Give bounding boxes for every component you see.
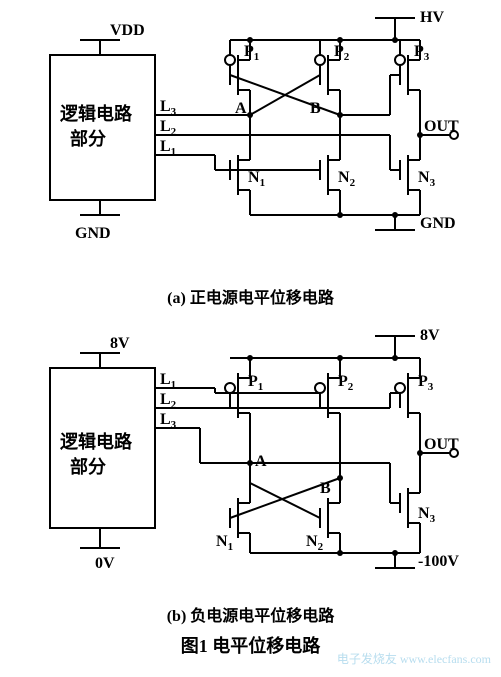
svg-text:N2: N2 bbox=[338, 169, 356, 189]
circuit-a-svg: VDD 逻辑电路 部分 GND HV P1 P2 bbox=[0, 0, 501, 280]
svg-text:P3: P3 bbox=[418, 373, 434, 393]
transistor-n1-b: N1 bbox=[216, 483, 250, 553]
svg-text:N3: N3 bbox=[418, 505, 436, 525]
svg-text:N2: N2 bbox=[306, 533, 324, 553]
svg-text:P1: P1 bbox=[248, 373, 263, 393]
block-a-line2: 部分 bbox=[70, 128, 106, 149]
block-b-line1: 逻辑电路 bbox=[60, 431, 133, 452]
block-a-line1: 逻辑电路 bbox=[60, 103, 133, 124]
node-b-label: B bbox=[310, 100, 321, 117]
caption-a: (a) 正电源电平位移电路 bbox=[0, 284, 501, 308]
transistor-n1: N1 bbox=[230, 115, 265, 215]
bottom-left-label: 0V bbox=[95, 555, 115, 572]
hv-label: HV bbox=[420, 9, 444, 26]
top-left-label: 8V bbox=[110, 335, 130, 352]
transistor-n3-b: N3 bbox=[400, 453, 436, 553]
gnd-right-label: GND bbox=[420, 215, 456, 232]
out-a-label: OUT bbox=[424, 118, 459, 135]
circuit-a: VDD 逻辑电路 部分 GND HV P1 P2 bbox=[0, 0, 501, 280]
gnd-left-label: GND bbox=[75, 225, 111, 242]
bottom-right-label: -100V bbox=[418, 553, 459, 570]
node-a-b-label: A bbox=[255, 453, 267, 470]
circuit-b-svg: 8V 逻辑电路 部分 0V 8V L1 L2 L3 P1 bbox=[0, 318, 501, 598]
vdd-label: VDD bbox=[110, 22, 145, 39]
transistor-p1-b: P1 bbox=[225, 358, 263, 463]
svg-text:P2: P2 bbox=[338, 373, 354, 393]
transistor-p2-b: P2 bbox=[315, 358, 354, 478]
transistor-n3: N3 bbox=[400, 135, 436, 215]
top-right-label: 8V bbox=[420, 327, 440, 344]
svg-text:N1: N1 bbox=[216, 533, 233, 553]
out-b-label: OUT bbox=[424, 436, 459, 453]
block-b-line2: 部分 bbox=[70, 456, 106, 477]
circuit-b: 8V 逻辑电路 部分 0V 8V L1 L2 L3 P1 bbox=[0, 318, 501, 598]
svg-text:N1: N1 bbox=[248, 169, 265, 189]
caption-b: (b) 负电源电平位移电路 bbox=[0, 602, 501, 626]
svg-text:N3: N3 bbox=[418, 169, 436, 189]
transistor-n2: N2 bbox=[320, 115, 356, 215]
watermark: 电子发烧友 www.elecfans.com bbox=[337, 650, 491, 667]
